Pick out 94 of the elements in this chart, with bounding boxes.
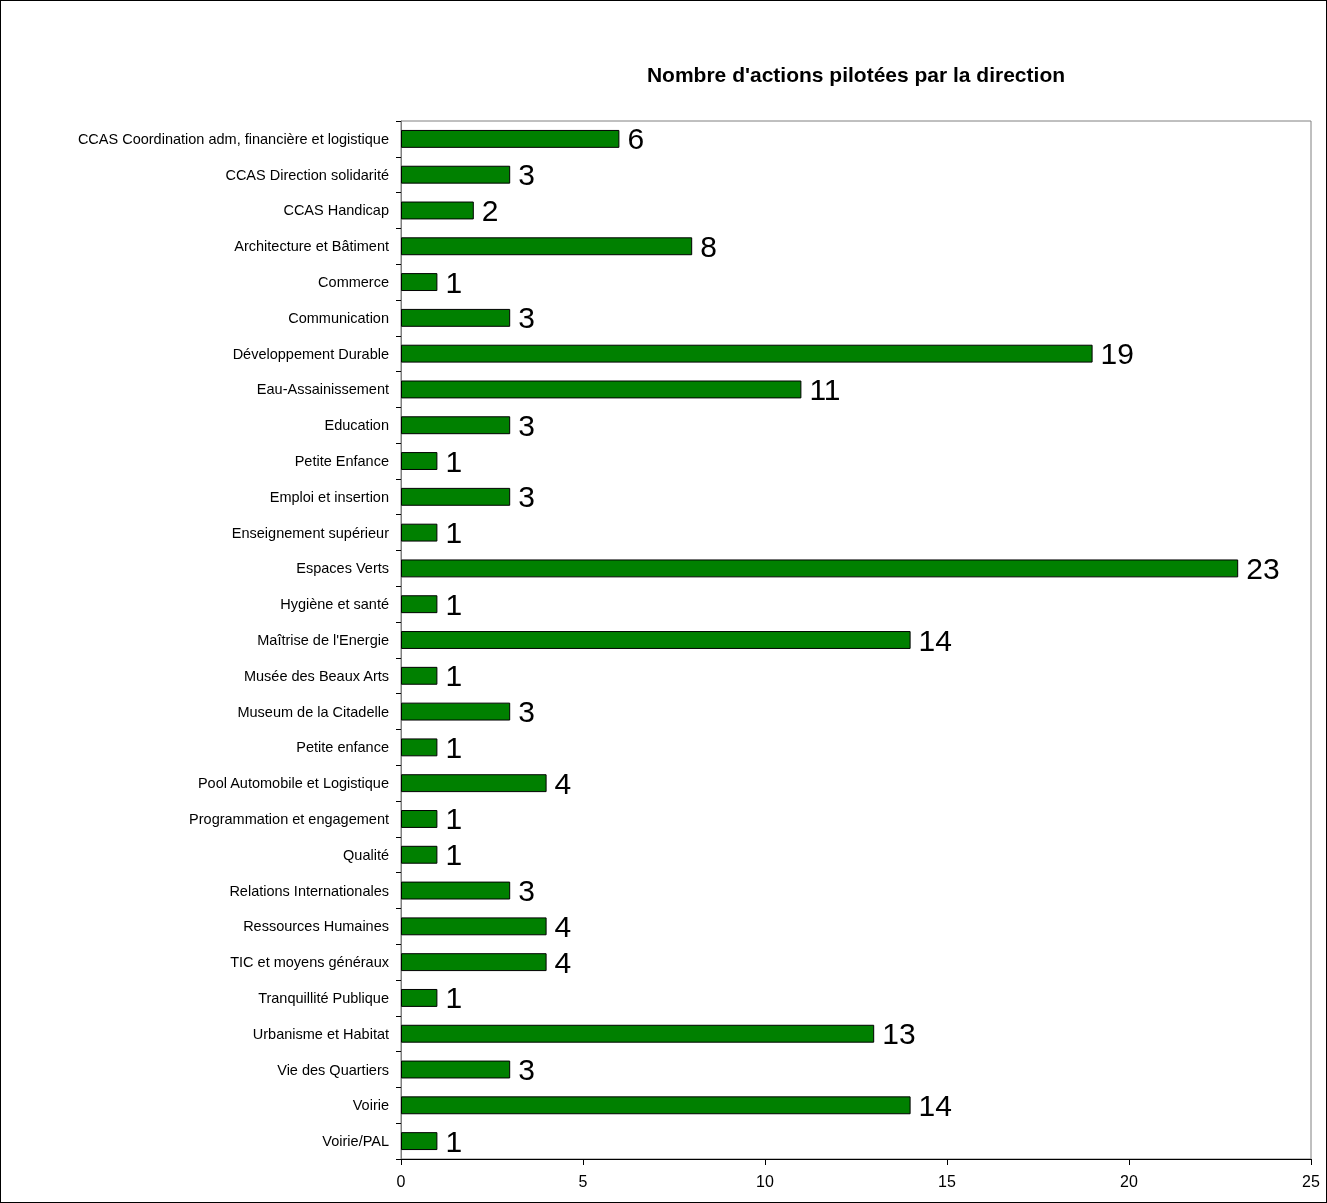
bar [401, 273, 438, 292]
data-label: 14 [918, 623, 952, 657]
x-tick-label: 0 [396, 1172, 406, 1190]
bar [401, 237, 693, 256]
bar [401, 308, 511, 327]
bar [401, 1132, 438, 1151]
x-tick-label: 25 [1302, 1172, 1320, 1190]
data-label: 1 [445, 802, 463, 836]
y-tick-label: Hygiène et santé [280, 596, 389, 613]
y-tick-label: Commerce [318, 274, 389, 291]
bar [401, 452, 438, 470]
x-tick-label: 10 [756, 1172, 774, 1190]
y-tick-label: CCAS Handicap [283, 202, 389, 219]
x-tick-label: 15 [938, 1172, 956, 1190]
data-label: 1 [445, 587, 463, 621]
data-label: 3 [518, 301, 535, 335]
bar [401, 416, 511, 435]
bar [401, 523, 438, 542]
chart-title: Nombre d'actions pilotées par la direction [646, 63, 1066, 86]
bar [401, 845, 438, 864]
data-label: 3 [518, 480, 535, 514]
y-tick-label: Education [324, 417, 389, 434]
x-tick-label: 5 [578, 1172, 588, 1190]
y-tick-label: Qualité [343, 846, 389, 863]
bar [401, 344, 1093, 363]
bar [401, 738, 438, 757]
data-label: 4 [554, 909, 572, 943]
bar [401, 917, 547, 936]
y-tick-label: CCAS Direction solidarité [225, 166, 389, 183]
bar [401, 129, 620, 148]
y-tick-label: Communication [288, 309, 389, 326]
y-tick-label: Petite Enfance [294, 453, 389, 470]
data-label: 14 [918, 1088, 952, 1122]
y-tick-label: CCAS Coordination adm, financière et logistique [77, 130, 389, 147]
x-tick-label: 20 [1120, 1172, 1138, 1190]
data-label: 23 [1246, 551, 1280, 585]
bar [401, 774, 547, 793]
data-label: 3 [518, 874, 535, 908]
y-tick-label: Voirie/PAL [322, 1133, 389, 1150]
y-tick-label: Museum de la Citadelle [237, 703, 389, 720]
data-label: 3 [518, 408, 535, 442]
data-label: 11 [809, 372, 841, 406]
bar [401, 487, 511, 506]
bar [401, 201, 474, 220]
y-tick-label: Voirie [352, 1097, 389, 1114]
y-tick-label: Urbanisme et Habitat [252, 1025, 389, 1042]
data-label: 1 [445, 265, 463, 299]
data-label: 1 [445, 659, 463, 693]
data-label: 4 [554, 945, 572, 979]
data-label: 19 [1100, 337, 1134, 371]
y-tick-label: Petite enfance [296, 739, 389, 756]
data-label: 1 [445, 838, 463, 872]
y-tick-label: Eau-Assainissement [256, 381, 389, 398]
data-label: 4 [554, 766, 572, 800]
bar [401, 666, 438, 685]
bar [401, 631, 911, 649]
bar [401, 1060, 511, 1079]
bar [401, 702, 511, 721]
y-tick-label: Maîtrise de l'Energie [257, 632, 389, 648]
bar [401, 559, 1239, 578]
data-label: 1 [445, 516, 463, 550]
y-tick-label: Vie des Quartiers [277, 1061, 389, 1078]
bar [401, 165, 511, 184]
data-label: 1 [445, 444, 463, 478]
y-tick-label: Musée des Beaux Arts [243, 667, 389, 684]
y-tick-label: Enseignement supérieur [231, 524, 390, 541]
y-tick-label: Ressources Humaines [243, 918, 389, 935]
data-label: 6 [627, 122, 645, 156]
y-tick-label: Programmation et engagement [189, 810, 389, 827]
bar [401, 1024, 875, 1043]
data-label: 8 [700, 229, 717, 263]
bar [401, 595, 438, 614]
bar [401, 881, 511, 900]
y-tick-label: TIC et moyens généraux [230, 954, 390, 971]
data-label: 3 [518, 158, 535, 192]
bar [401, 988, 438, 1007]
bar [401, 380, 802, 399]
y-tick-label: Architecture et Bâtiment [234, 238, 389, 255]
data-label: 1 [445, 730, 463, 764]
y-tick-label: Pool Automobile et Logistique [197, 775, 389, 792]
y-tick-label: Emploi et insertion [269, 488, 389, 505]
y-tick-label: Espaces Verts [296, 560, 389, 577]
data-label: 13 [882, 1017, 916, 1051]
data-label: 3 [518, 1053, 535, 1087]
data-label: 2 [481, 193, 499, 227]
data-label: 1 [445, 1124, 463, 1158]
y-tick-label: Relations Internationales [229, 882, 389, 899]
data-label: 1 [445, 981, 463, 1015]
data-label: 3 [518, 695, 535, 729]
bar [401, 810, 438, 828]
bar [401, 1096, 911, 1115]
y-tick-label: Tranquillité Publique [258, 989, 389, 1006]
bar [401, 953, 547, 972]
y-tick-label: Développement Durable [232, 345, 389, 362]
